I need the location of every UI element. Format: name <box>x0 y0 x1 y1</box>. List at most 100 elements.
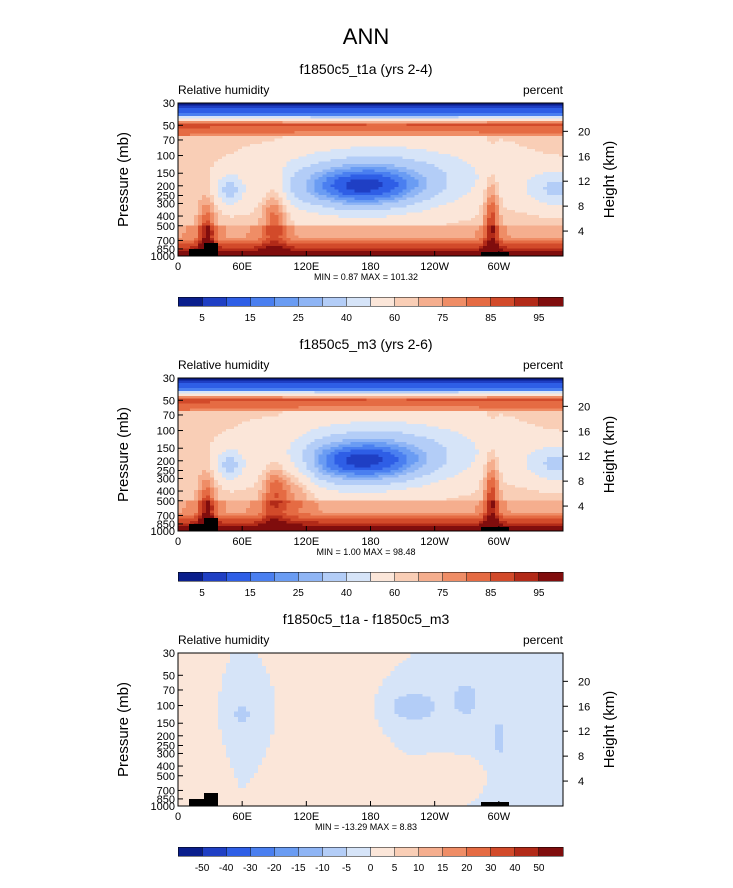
heatmap-cell <box>410 230 416 234</box>
heatmap-cell <box>542 133 548 137</box>
heatmap-cell <box>282 202 287 206</box>
heatmap-cell <box>302 115 307 119</box>
heatmap-cell <box>186 166 191 170</box>
heatmap-cell <box>550 212 556 216</box>
heatmap-cell <box>318 171 323 175</box>
heatmap-cell <box>474 148 480 152</box>
heatmap-cell <box>354 131 359 134</box>
heatmap-cell <box>374 143 379 147</box>
heatmap-cell <box>302 233 307 236</box>
heatmap-cell <box>206 128 211 132</box>
heatmap-cell <box>246 103 251 106</box>
heatmap-cell <box>210 131 215 134</box>
heatmap-cell <box>210 187 215 191</box>
heatmap-cell <box>226 174 231 178</box>
heatmap-cell <box>250 182 255 185</box>
heatmap-cell <box>470 164 476 168</box>
heatmap-cell <box>386 210 391 214</box>
heatmap-cell <box>458 133 464 137</box>
heatmap-cell <box>446 128 452 132</box>
heatmap-cell <box>422 159 428 163</box>
heatmap-cell <box>458 164 464 168</box>
heatmap-cell <box>382 171 387 175</box>
heatmap-cell <box>402 141 407 145</box>
heatmap-cell <box>494 154 500 157</box>
heatmap-cell <box>402 146 407 150</box>
heatmap-cell <box>206 110 211 114</box>
heatmap-cell <box>534 166 540 170</box>
heatmap-cell <box>306 118 311 122</box>
heatmap-cell <box>218 156 223 160</box>
heatmap-cell <box>426 182 432 185</box>
heatmap-cell <box>314 138 319 142</box>
heatmap-cell <box>410 166 416 170</box>
heatmap-cell <box>518 176 524 180</box>
heatmap-cell <box>390 215 395 219</box>
heatmap-cell <box>366 156 371 160</box>
heatmap-cell <box>494 113 500 117</box>
heatmap-cell <box>190 222 195 226</box>
heatmap-cell <box>326 120 331 124</box>
heatmap-cell <box>410 103 416 106</box>
heatmap-cell <box>178 222 183 226</box>
heatmap-cell <box>450 199 456 203</box>
heatmap-cell <box>270 184 275 188</box>
heatmap-cell <box>398 141 403 145</box>
heatmap-cell <box>522 105 528 109</box>
heatmap-cell <box>362 128 367 132</box>
heatmap-cell <box>442 230 448 234</box>
heatmap-cell <box>358 199 363 203</box>
heatmap-cell <box>434 133 440 137</box>
heatmap-cell <box>550 120 556 124</box>
heatmap-cell <box>430 182 436 185</box>
heatmap-cell <box>542 105 548 109</box>
heatmap-cell <box>338 138 343 142</box>
heatmap-cell <box>538 120 544 124</box>
heatmap-cell <box>342 179 347 183</box>
heatmap-cell <box>246 182 251 185</box>
heatmap-cell <box>298 103 303 106</box>
heatmap-cell <box>546 159 552 163</box>
heatmap-cell <box>510 227 516 231</box>
heatmap-cell <box>186 128 191 132</box>
heatmap-cell <box>226 212 231 216</box>
heatmap-cell <box>242 164 247 168</box>
heatmap-cell <box>554 159 560 163</box>
heatmap-cell <box>198 184 203 188</box>
heatmap-cell <box>278 113 283 117</box>
heatmap-cell <box>422 131 428 134</box>
heatmap-cell <box>278 174 283 178</box>
heatmap-cell <box>182 215 187 219</box>
heatmap-cell <box>310 225 315 229</box>
heatmap-cell <box>538 220 544 224</box>
heatmap-cell <box>250 159 255 163</box>
heatmap-cell <box>398 166 403 170</box>
heatmap-cell <box>226 120 231 124</box>
heatmap-cell <box>450 108 456 112</box>
heatmap-cell <box>190 159 195 163</box>
heatmap-cell <box>346 120 351 124</box>
heatmap-cell <box>290 207 295 211</box>
heatmap-cell <box>258 174 263 178</box>
heatmap-cell <box>486 120 492 124</box>
heatmap-cell <box>262 143 267 147</box>
heatmap-cell <box>390 179 395 183</box>
heatmap-cell <box>506 108 512 112</box>
heatmap-cell <box>386 156 391 160</box>
heatmap-cell <box>438 227 444 231</box>
heatmap-cell <box>258 136 263 140</box>
heatmap-cell <box>246 197 251 201</box>
heatmap-cell <box>414 215 420 219</box>
heatmap-cell <box>550 148 556 152</box>
heatmap-cell <box>418 182 424 185</box>
heatmap-cell <box>274 154 279 157</box>
heatmap-cell <box>450 164 456 168</box>
heatmap-cell <box>386 108 391 112</box>
heatmap-cell <box>386 138 391 142</box>
heatmap-cell <box>338 217 343 221</box>
heatmap-cell <box>258 222 263 226</box>
heatmap-cell <box>510 105 516 109</box>
heatmap-cell <box>498 176 504 180</box>
heatmap-cell <box>230 220 235 224</box>
heatmap-cell <box>390 210 395 214</box>
